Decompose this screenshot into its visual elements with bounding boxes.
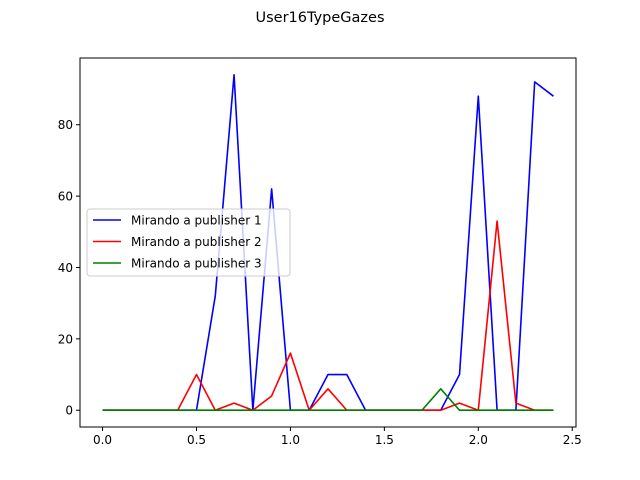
y-tick-label: 40: [58, 261, 73, 275]
legend-label: Mirando a publisher 2: [131, 235, 262, 249]
x-tick-label: 1.0: [281, 433, 300, 447]
x-tick-label: 0.0: [93, 433, 112, 447]
y-tick-label: 80: [58, 118, 73, 132]
series-layer: [102, 73, 554, 412]
x-tick-label: 0.5: [187, 433, 206, 447]
x-axis: 0.0 0.5 1.0 1.5 2.0 2.5: [93, 427, 582, 447]
y-tick-label: 20: [58, 332, 73, 346]
y-axis: 0 20 40 60 80: [58, 118, 80, 418]
legend-label: Mirando a publisher 1: [131, 214, 262, 228]
legend-box: [86, 208, 291, 277]
series-line-3: [102, 388, 554, 412]
x-tick-label: 2.5: [563, 433, 582, 447]
chart-title: User16TypeGazes: [255, 10, 384, 26]
x-tick-label: 2.0: [469, 433, 488, 447]
legend-label: Mirando a publisher 3: [131, 257, 262, 271]
x-tick-label: 1.5: [375, 433, 394, 447]
y-tick-label: 0: [65, 404, 73, 418]
legend: Mirando a publisher 1 Mirando a publisher…: [86, 208, 291, 277]
y-tick-label: 60: [58, 190, 73, 204]
